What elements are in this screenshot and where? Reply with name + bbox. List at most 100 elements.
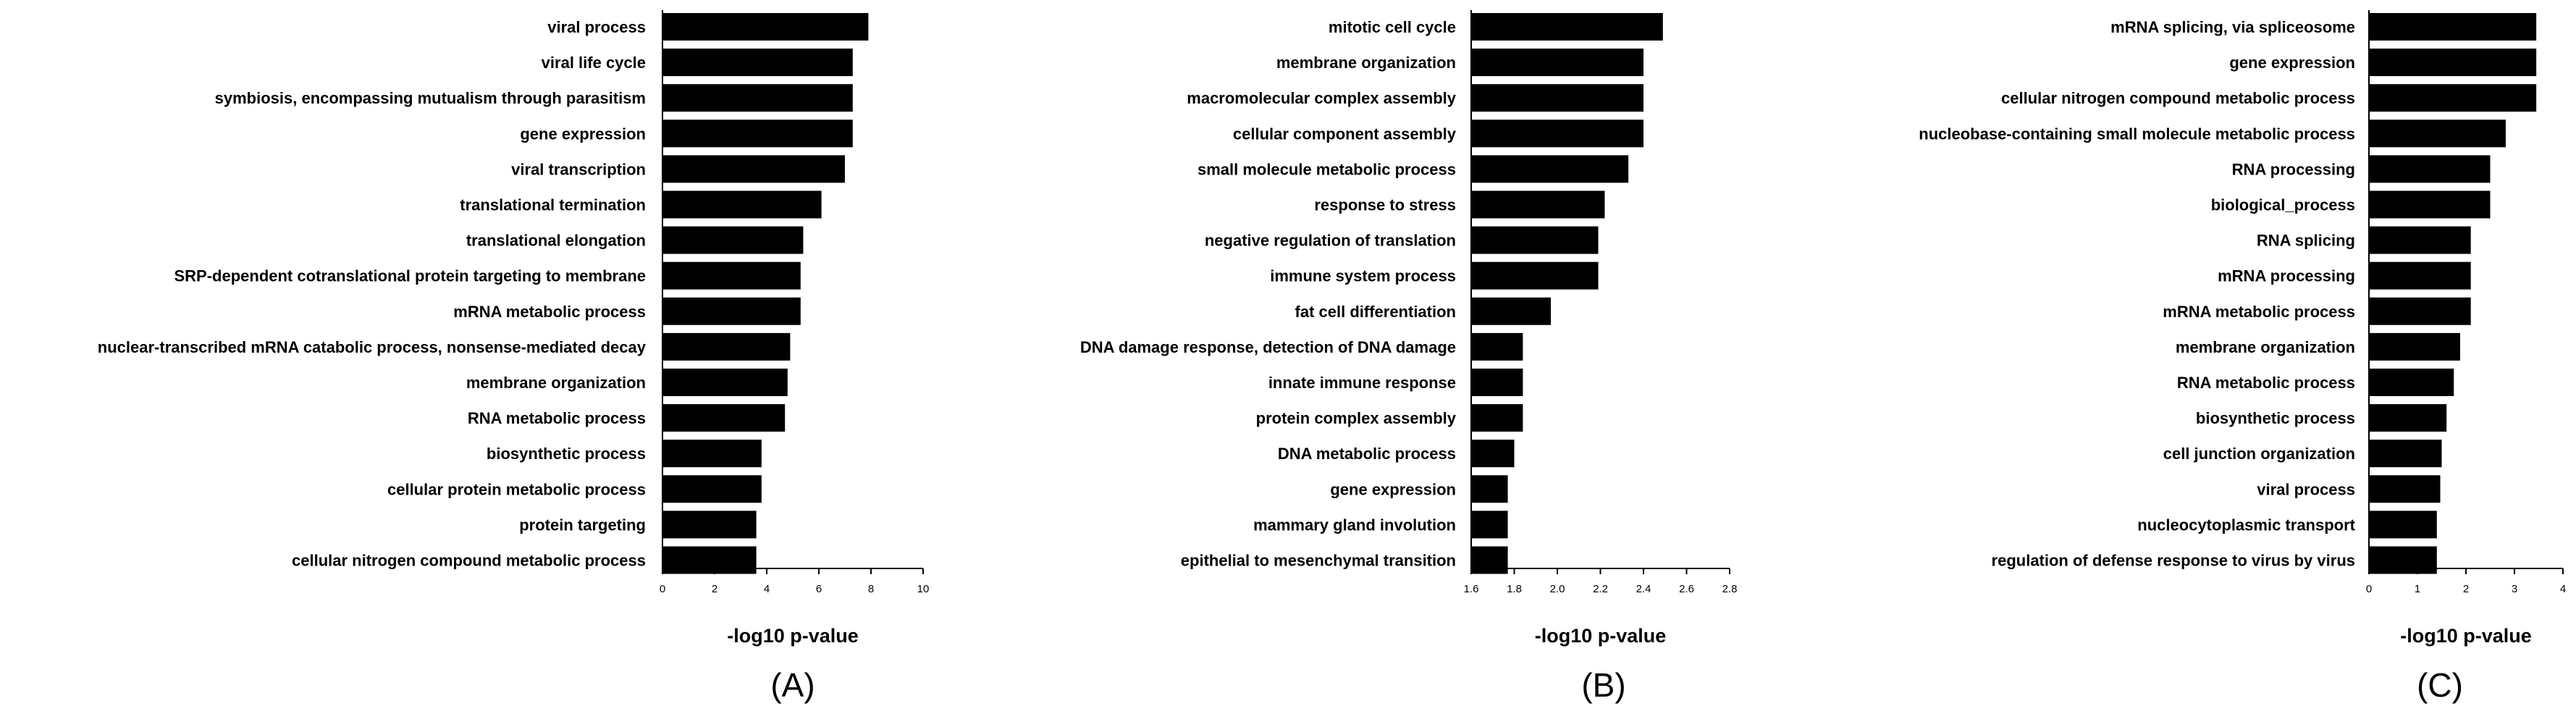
category-label: epithelial to mesenchymal transition [1181,552,1456,570]
x-axis-label: -log10 p-value [727,625,859,647]
x-tick-label: 2.2 [1593,583,1608,595]
category-label: mitotic cell cycle [1329,18,1456,36]
chart-panel-c: mRNA splicing, via spliceosome gene expre… [1919,10,2566,704]
bar [1471,369,1523,396]
category-label: small molecule metabolic process [1197,160,1456,178]
bar [1471,475,1508,503]
x-tick-label: 2 [712,583,717,595]
category-label: membrane organization [1276,54,1456,72]
bar [2369,119,2506,148]
chart-panel-b: mitotic cell cycle membrane organization m… [1080,10,1737,704]
bar [2369,332,2460,361]
x-tick-label: 1 [2415,583,2420,595]
x-tick-label: 4 [764,583,770,595]
bar [1471,49,1643,77]
category-label: DNA damage response, detection of DNA da… [1080,338,1456,356]
category-label: RNA processing [2232,160,2355,178]
x-axis-label: -log10 p-value [1535,625,1667,647]
bar [2369,297,2471,325]
bar [662,369,788,396]
x-tick-label: 10 [917,583,930,595]
chart-panel-a: viral process viral life cycle symbiosis, … [98,10,930,704]
category-label: viral process [547,18,646,36]
panel-label: (B) [1581,666,1625,704]
bar [1471,226,1599,254]
bar [662,511,757,539]
category-label: biological_process [2211,196,2355,214]
category-label: mRNA metabolic process [453,303,646,321]
category-label: gene expression [2229,54,2355,72]
category-label: viral life cycle [542,54,646,72]
category-label: RNA metabolic process [2177,374,2355,392]
bar [2369,404,2447,432]
category-label: macromolecular complex assembly [1187,89,1456,107]
bar [2369,511,2437,539]
category-label: gene expression [1330,480,1456,498]
bar [2369,261,2471,290]
bar [1471,13,1663,41]
bar [662,440,762,468]
x-tick-label: 0 [2366,583,2372,595]
bar [2369,49,2537,77]
category-label: biosynthetic process [2196,409,2355,427]
bar [662,226,804,254]
x-tick-label: 2 [2463,583,2469,595]
bar [1471,546,1508,574]
bar [1471,332,1523,361]
bar [662,119,853,148]
category-label: response to stress [1314,196,1456,214]
panel-label: (C) [2417,666,2463,704]
x-tick-label: 1.8 [1507,583,1522,595]
category-label: gene expression [520,125,646,143]
bar [2369,13,2537,41]
category-label: nuclear-transcribed mRNA catabolic proce… [98,338,647,356]
category-label: viral transcription [511,160,646,178]
category-label: innate immune response [1268,374,1456,392]
category-label: membrane organization [466,374,646,392]
x-tick-label: 0 [660,583,665,595]
bar [662,332,791,361]
category-label: membrane organization [2176,338,2355,356]
category-label: regulation of defense response to virus … [1992,552,2355,570]
x-tick-label: 2.6 [1679,583,1694,595]
bar [662,404,786,432]
bar [1471,404,1523,432]
bar [662,297,801,325]
bar [1471,261,1599,290]
bar [662,261,801,290]
x-tick-label: 1.6 [1464,583,1479,595]
category-label: mammary gland involution [1253,516,1456,534]
bar [662,475,762,503]
bar [1471,155,1629,183]
category-label: nucleocytoplasmic transport [2137,516,2355,534]
category-label: RNA metabolic process [468,409,646,427]
bar [1471,511,1508,539]
category-label: translational termination [460,196,646,214]
bar [662,49,853,77]
category-label: symbiosis, encompassing mutualism throug… [215,89,646,107]
x-tick-label: 3 [2512,583,2517,595]
bar [2369,475,2441,503]
category-label: cellular component assembly [1233,125,1457,143]
category-label: viral process [2257,480,2355,498]
bar [2369,226,2471,254]
bar [2369,155,2491,183]
category-label: cell junction organization [2163,445,2355,463]
category-label: negative regulation of translation [1205,232,1456,250]
category-label: translational elongation [466,232,646,250]
category-label: cellular nitrogen compound metabolic pro… [2001,89,2355,107]
category-label: mRNA processing [2218,267,2355,285]
x-tick-label: 6 [816,583,822,595]
bar [2369,546,2437,574]
category-label: SRP-dependent cotranslational protein ta… [174,267,646,285]
bar [2369,84,2537,112]
x-tick-label: 8 [868,583,874,595]
category-label: nucleobase-containing small molecule met… [1919,125,2355,143]
bar [662,546,757,574]
x-tick-label: 2.0 [1550,583,1565,595]
category-label: DNA metabolic process [1278,445,1456,463]
category-label: mRNA splicing, via spliceosome [2110,18,2355,36]
bar [1471,119,1643,148]
category-label: protein targeting [519,516,646,534]
